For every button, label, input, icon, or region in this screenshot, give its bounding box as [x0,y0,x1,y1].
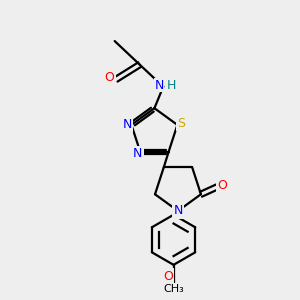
Text: S: S [178,117,185,130]
Text: N: N [133,147,142,160]
Text: N: N [154,79,164,92]
Text: CH₃: CH₃ [163,284,184,294]
Text: H: H [167,79,176,92]
Text: N: N [123,118,132,131]
Text: N: N [173,204,183,218]
Text: O: O [218,179,227,192]
Text: O: O [163,269,173,283]
Text: O: O [105,71,115,84]
